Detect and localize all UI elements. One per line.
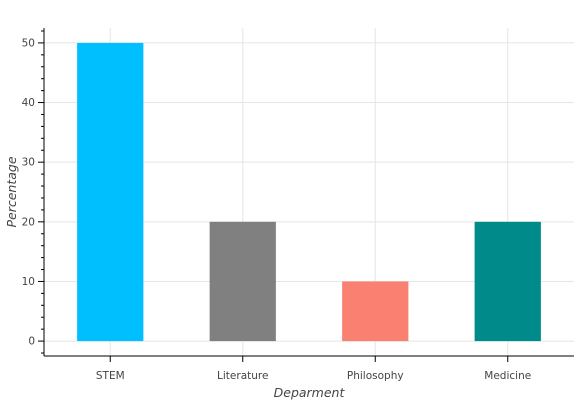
x-tick-label: Literature xyxy=(217,370,268,382)
x-tick-label: STEM xyxy=(96,370,125,382)
axes xyxy=(43,28,574,357)
x-tick-label: Medicine xyxy=(484,370,531,382)
bar-medicine xyxy=(474,221,541,342)
bars xyxy=(77,42,541,342)
bar-literature xyxy=(209,221,276,342)
x-tick-label: Philosophy xyxy=(347,370,404,382)
y-ticks: 0 10 20 30 40 50 xyxy=(22,30,44,354)
x-ticks: STEM Literature Philosophy Medicine xyxy=(96,356,531,382)
y-tick-label: 50 xyxy=(22,37,35,49)
y-axis-title: Percentage xyxy=(4,156,19,227)
x-axis-title: Deparment xyxy=(274,385,346,400)
y-tick-label: 10 xyxy=(22,276,35,288)
y-tick-label: 20 xyxy=(22,216,35,228)
bar-stem xyxy=(77,42,144,342)
y-tick-label: 30 xyxy=(22,157,35,169)
y-tick-label: 40 xyxy=(22,97,35,109)
bar-philosophy xyxy=(342,281,409,342)
y-tick-label: 0 xyxy=(28,336,35,348)
